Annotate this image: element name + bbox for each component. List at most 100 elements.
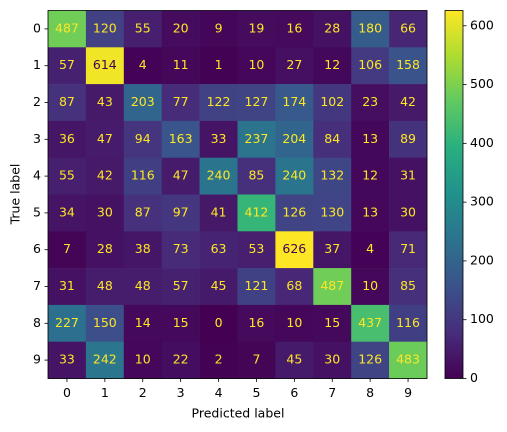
cell-label: 16	[248, 315, 264, 330]
cell-label: 121	[245, 278, 269, 293]
cell-label: 31	[59, 278, 75, 293]
heatmap-cell	[313, 268, 352, 306]
heatmap-cell	[161, 194, 200, 232]
cell-label: 10	[362, 278, 378, 293]
heatmap-cell	[351, 304, 390, 342]
heatmap-cell	[237, 10, 276, 48]
heatmap-cell	[85, 47, 125, 85]
cell-label: 227	[55, 315, 79, 330]
cell-label: 48	[97, 278, 113, 293]
heatmap-cell	[199, 157, 238, 195]
cell-label: 130	[320, 204, 344, 219]
cell-label: 116	[396, 315, 420, 330]
cell-label: 34	[59, 204, 75, 219]
heatmap-cell	[275, 341, 314, 379]
heatmap-cell	[389, 84, 428, 122]
heatmap-cell	[199, 304, 238, 342]
plot-frame	[47, 10, 428, 379]
heatmap-cell	[237, 304, 276, 342]
cell-label: 102	[320, 94, 344, 109]
x-tick-label: 5	[252, 385, 260, 400]
heatmap-cell	[389, 304, 428, 342]
heatmap-cell	[123, 84, 162, 122]
cell-label: 150	[93, 315, 117, 330]
cell-label: 43	[97, 94, 113, 109]
heatmap-cell	[351, 268, 390, 306]
heatmap-cell	[237, 341, 276, 379]
colorbar-tick-label: 600	[470, 17, 494, 32]
cell-label: 158	[396, 57, 420, 72]
cell-label: 55	[135, 20, 151, 35]
cell-label: 203	[131, 94, 155, 109]
heatmap-cell	[389, 231, 428, 269]
cell-label: 16	[286, 20, 302, 35]
heatmap-cell	[313, 231, 352, 269]
cell-label: 57	[173, 278, 189, 293]
heatmap-cell	[48, 304, 87, 342]
heatmap-cell	[237, 268, 276, 306]
heatmap-cell	[85, 84, 125, 122]
cell-label: 33	[211, 131, 227, 146]
cell-label: 85	[400, 278, 416, 293]
x-tick-label: 3	[177, 385, 185, 400]
heatmap-cell	[123, 341, 162, 379]
cell-label: 48	[135, 278, 151, 293]
cell-label: 27	[286, 57, 302, 72]
cell-label: 626	[282, 241, 306, 256]
cell-label: 30	[97, 204, 113, 219]
cell-label: 237	[245, 131, 269, 146]
x-tick-label: 9	[404, 385, 412, 400]
cell-label: 36	[59, 131, 75, 146]
cell-label: 240	[207, 168, 231, 183]
y-tick-label: 6	[33, 241, 41, 256]
cell-label: 28	[97, 241, 113, 256]
heatmap-cell	[351, 231, 390, 269]
cell-label: 4	[366, 241, 374, 256]
x-tick-label: 6	[290, 385, 298, 400]
cell-label: 106	[358, 57, 382, 72]
cell-label: 174	[282, 94, 306, 109]
cell-label: 487	[55, 20, 79, 35]
y-tick-label: 4	[33, 168, 41, 183]
cell-label: 71	[400, 241, 416, 256]
heatmap-cell	[123, 304, 162, 342]
cell-label: 242	[93, 352, 117, 367]
heatmap-cell	[351, 157, 390, 195]
cell-label: 4	[139, 57, 147, 72]
heatmap-cell	[161, 231, 200, 269]
y-tick-label: 2	[33, 94, 41, 109]
heatmap-cell	[313, 304, 352, 342]
heatmap-cell	[123, 47, 162, 85]
heatmap-cell	[123, 120, 162, 158]
heatmap-cell	[275, 231, 314, 269]
cell-label: 2	[215, 352, 223, 367]
heatmap-cell	[351, 341, 390, 379]
heatmap-cell	[313, 194, 352, 232]
heatmap-cell	[199, 194, 238, 232]
colorbar-tick-label: 300	[470, 194, 494, 209]
heatmap-cell	[48, 341, 87, 379]
heatmap-cell	[275, 268, 314, 306]
cell-label: 1	[215, 57, 223, 72]
heatmap-cell	[199, 10, 238, 48]
heatmap-cell	[161, 304, 200, 342]
heatmap-cell	[48, 120, 87, 158]
heatmap-cell	[85, 341, 125, 379]
heatmap-cell	[237, 194, 276, 232]
cell-label: 10	[248, 57, 264, 72]
cell-label: 85	[248, 168, 264, 183]
heatmap-cell	[275, 157, 314, 195]
y-tick-label: 7	[33, 278, 41, 293]
cell-label: 12	[324, 57, 340, 72]
y-tick-label: 0	[33, 20, 41, 35]
cell-label: 31	[400, 168, 416, 183]
heatmap-cell	[161, 120, 200, 158]
heatmap-cell	[161, 341, 200, 379]
cell-label: 116	[131, 168, 155, 183]
heatmap-cell	[351, 47, 390, 85]
heatmap-cell	[161, 157, 200, 195]
cell-label: 120	[93, 20, 117, 35]
heatmap-cell	[123, 268, 162, 306]
heatmap-cell	[275, 84, 314, 122]
